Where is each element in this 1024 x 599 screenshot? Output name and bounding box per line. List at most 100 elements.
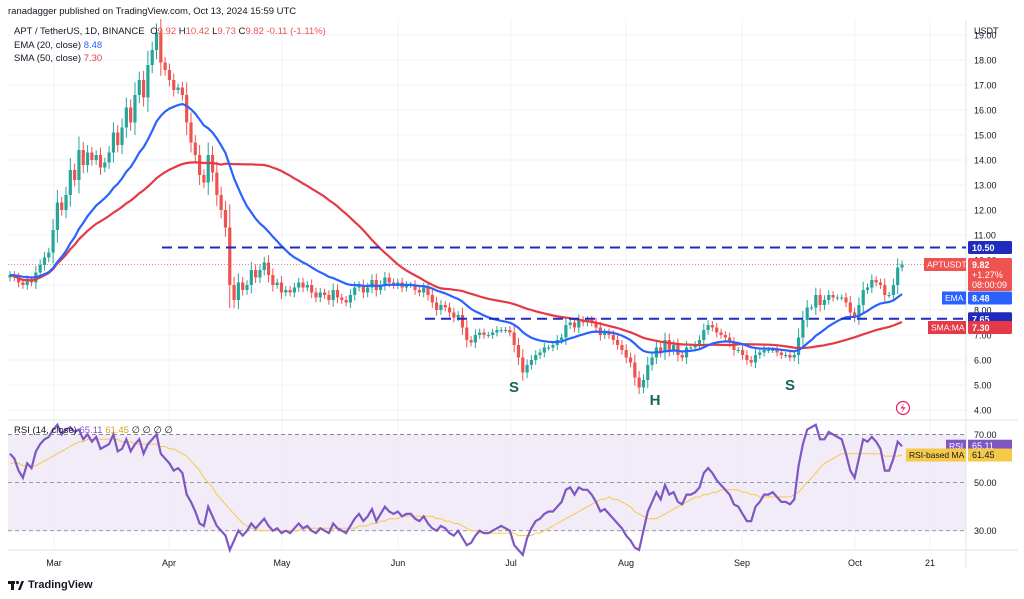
tradingview-logo-icon — [8, 580, 24, 590]
candle — [805, 300, 809, 328]
candle — [232, 276, 236, 309]
candle — [603, 328, 607, 339]
candle-body — [650, 357, 654, 365]
candle — [822, 295, 827, 310]
candle-body — [529, 360, 534, 365]
candle-body — [322, 292, 327, 295]
candle-body — [840, 297, 844, 299]
rsi-line — [9, 422, 903, 558]
candle — [542, 342, 546, 358]
candle-body — [693, 345, 697, 348]
candle-body — [68, 170, 72, 195]
candle — [491, 328, 495, 339]
candle — [568, 318, 572, 329]
rsi-legend-extra-1: ∅ — [131, 425, 140, 436]
ohlc-open: 9.92 — [157, 26, 177, 37]
sma-value-badge: 7.30 — [968, 321, 1012, 334]
candle — [809, 304, 814, 311]
candle-body — [482, 332, 486, 335]
candle-body — [891, 285, 895, 295]
left-shoulder-label: S — [509, 379, 519, 396]
candle — [202, 169, 206, 189]
rsi-legend-extra-3: ∅ — [153, 425, 162, 436]
ema-tag-bg — [942, 291, 966, 305]
candle-body — [77, 150, 81, 180]
candle-body — [822, 300, 827, 305]
rsi-legend-value: 65.11 — [79, 425, 103, 436]
candle — [163, 56, 167, 76]
candle — [439, 300, 443, 315]
candle — [814, 287, 818, 315]
candle-body — [771, 350, 775, 351]
rsi-ma-badge-bg — [968, 448, 1012, 462]
candle-body — [38, 265, 42, 273]
candle — [650, 351, 654, 371]
publisher-header: ranadagger published on TradingView.com,… — [8, 6, 297, 17]
tradingview-footer[interactable]: TradingView — [8, 579, 93, 591]
candle-body — [292, 287, 297, 293]
candle-body — [258, 270, 262, 278]
candle — [852, 307, 857, 323]
candle — [478, 328, 482, 339]
price-tick-label: 7.00 — [974, 331, 992, 341]
candle — [172, 73, 176, 97]
candle — [887, 292, 891, 298]
candle — [327, 290, 331, 305]
candle — [516, 337, 521, 365]
rsi-legend-ma: 61.45 — [105, 425, 129, 436]
time-axis: Mar Apr May Jun Jul Aug Sep Oct 21 — [46, 558, 935, 568]
candle-body — [775, 350, 779, 353]
candle — [223, 200, 228, 237]
candle — [753, 349, 758, 369]
candle — [857, 297, 861, 325]
candle-body — [792, 355, 796, 358]
candle-body — [732, 342, 736, 350]
candle-body — [452, 312, 456, 318]
ema-legend-value: 8.48 — [83, 40, 103, 51]
candle-body — [340, 297, 344, 300]
candle-body — [378, 285, 383, 290]
candle-body — [284, 290, 288, 293]
candle-body — [430, 295, 434, 303]
price-tick-label: 14.00 — [974, 156, 997, 166]
candle — [637, 371, 641, 394]
symbol-tag-text: APTUSDT — [927, 260, 967, 270]
lightning-icon — [895, 400, 911, 416]
candle-body — [206, 155, 210, 183]
ohlc-low-label: L — [212, 26, 218, 37]
candle-body — [646, 365, 650, 380]
candle-body — [422, 287, 426, 293]
candle-body — [852, 312, 857, 318]
candle — [301, 277, 305, 293]
candle-body — [723, 335, 727, 338]
candle-body — [788, 355, 792, 358]
candle — [189, 112, 193, 153]
sma-tag-text: SMA:MA — [931, 323, 965, 333]
candle-body — [361, 285, 365, 293]
candle — [607, 328, 611, 339]
candle-body — [749, 360, 753, 363]
candle — [628, 352, 633, 368]
candle-body — [198, 155, 202, 175]
last-price-badge: 9.82+1.27%08:00:09 — [968, 258, 1012, 291]
candle-body — [348, 295, 353, 303]
candle-body — [42, 257, 47, 265]
candle-body — [728, 337, 732, 343]
candle-body — [865, 287, 870, 290]
candle-body — [262, 262, 266, 270]
candle-body — [603, 332, 607, 335]
candle — [81, 141, 85, 174]
candle-body — [628, 357, 633, 363]
candle-body — [47, 252, 51, 258]
candle-body — [219, 195, 223, 210]
candle-body — [508, 330, 512, 333]
candle-body — [469, 340, 473, 343]
candle — [435, 296, 439, 316]
candle-body — [150, 50, 154, 65]
candle-body — [21, 282, 25, 285]
candle-body — [141, 80, 146, 98]
currency-label[interactable]: USDT — [974, 26, 999, 36]
candle — [258, 264, 262, 284]
candle-body — [827, 295, 831, 300]
